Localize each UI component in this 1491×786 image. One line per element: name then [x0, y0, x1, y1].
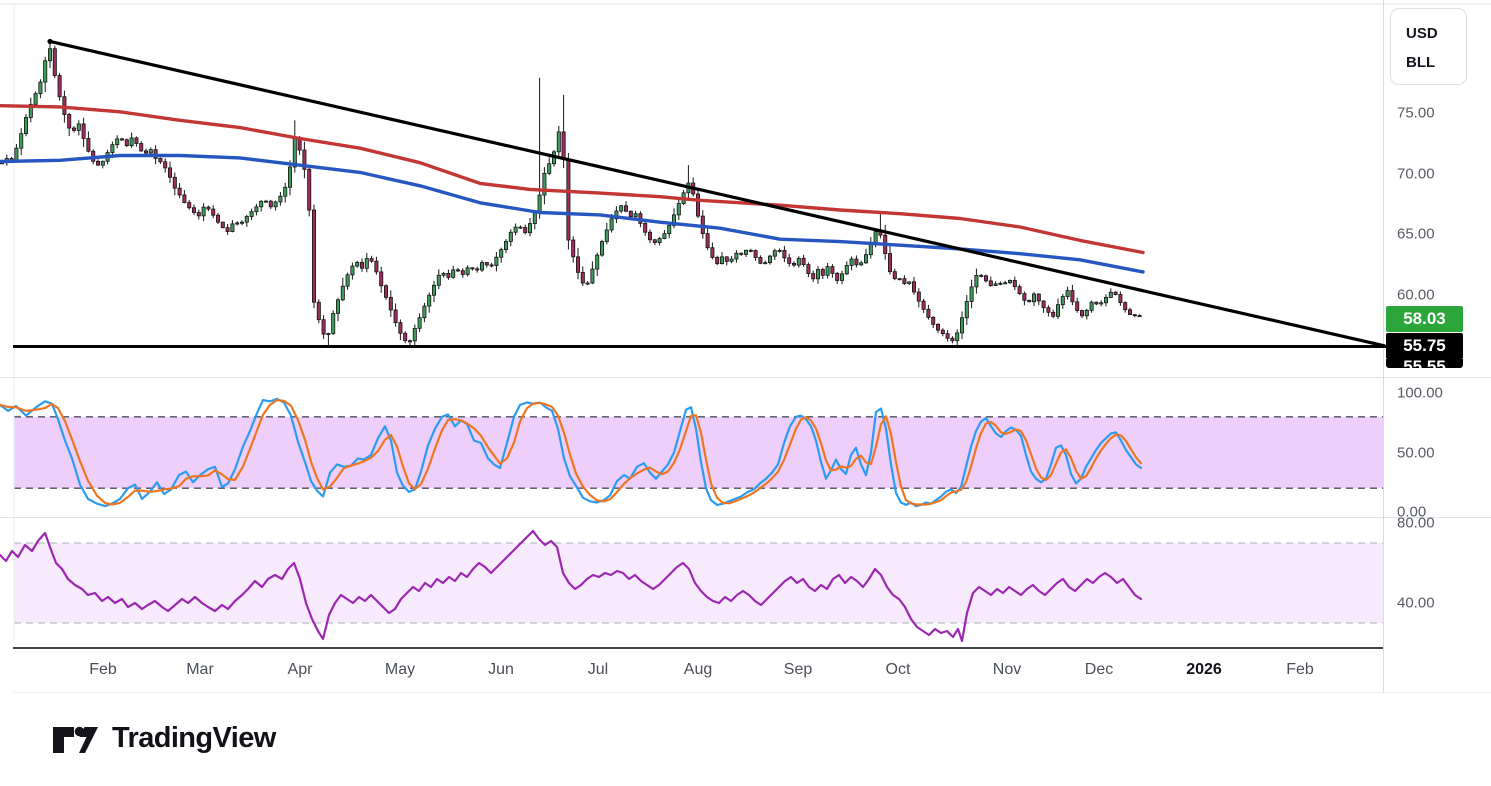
- chart-canvas[interactable]: [0, 0, 1491, 693]
- support-price-badge: 55.75: [1386, 333, 1463, 359]
- brand-name: TradingView: [112, 721, 276, 754]
- last-price-badge: 58.03: [1386, 306, 1463, 332]
- trendline-price-badge-clipped: 55.55: [1386, 359, 1463, 368]
- tradingview-logo-icon: [53, 726, 98, 753]
- time-scale[interactable]: [0, 648, 1383, 693]
- currency-label: USD: [1406, 25, 1438, 42]
- symbol-label: BLL: [1406, 54, 1436, 71]
- tradingview-branding[interactable]: TradingView: [52, 719, 276, 757]
- symbol-currency-box: USD BLL: [1390, 8, 1467, 85]
